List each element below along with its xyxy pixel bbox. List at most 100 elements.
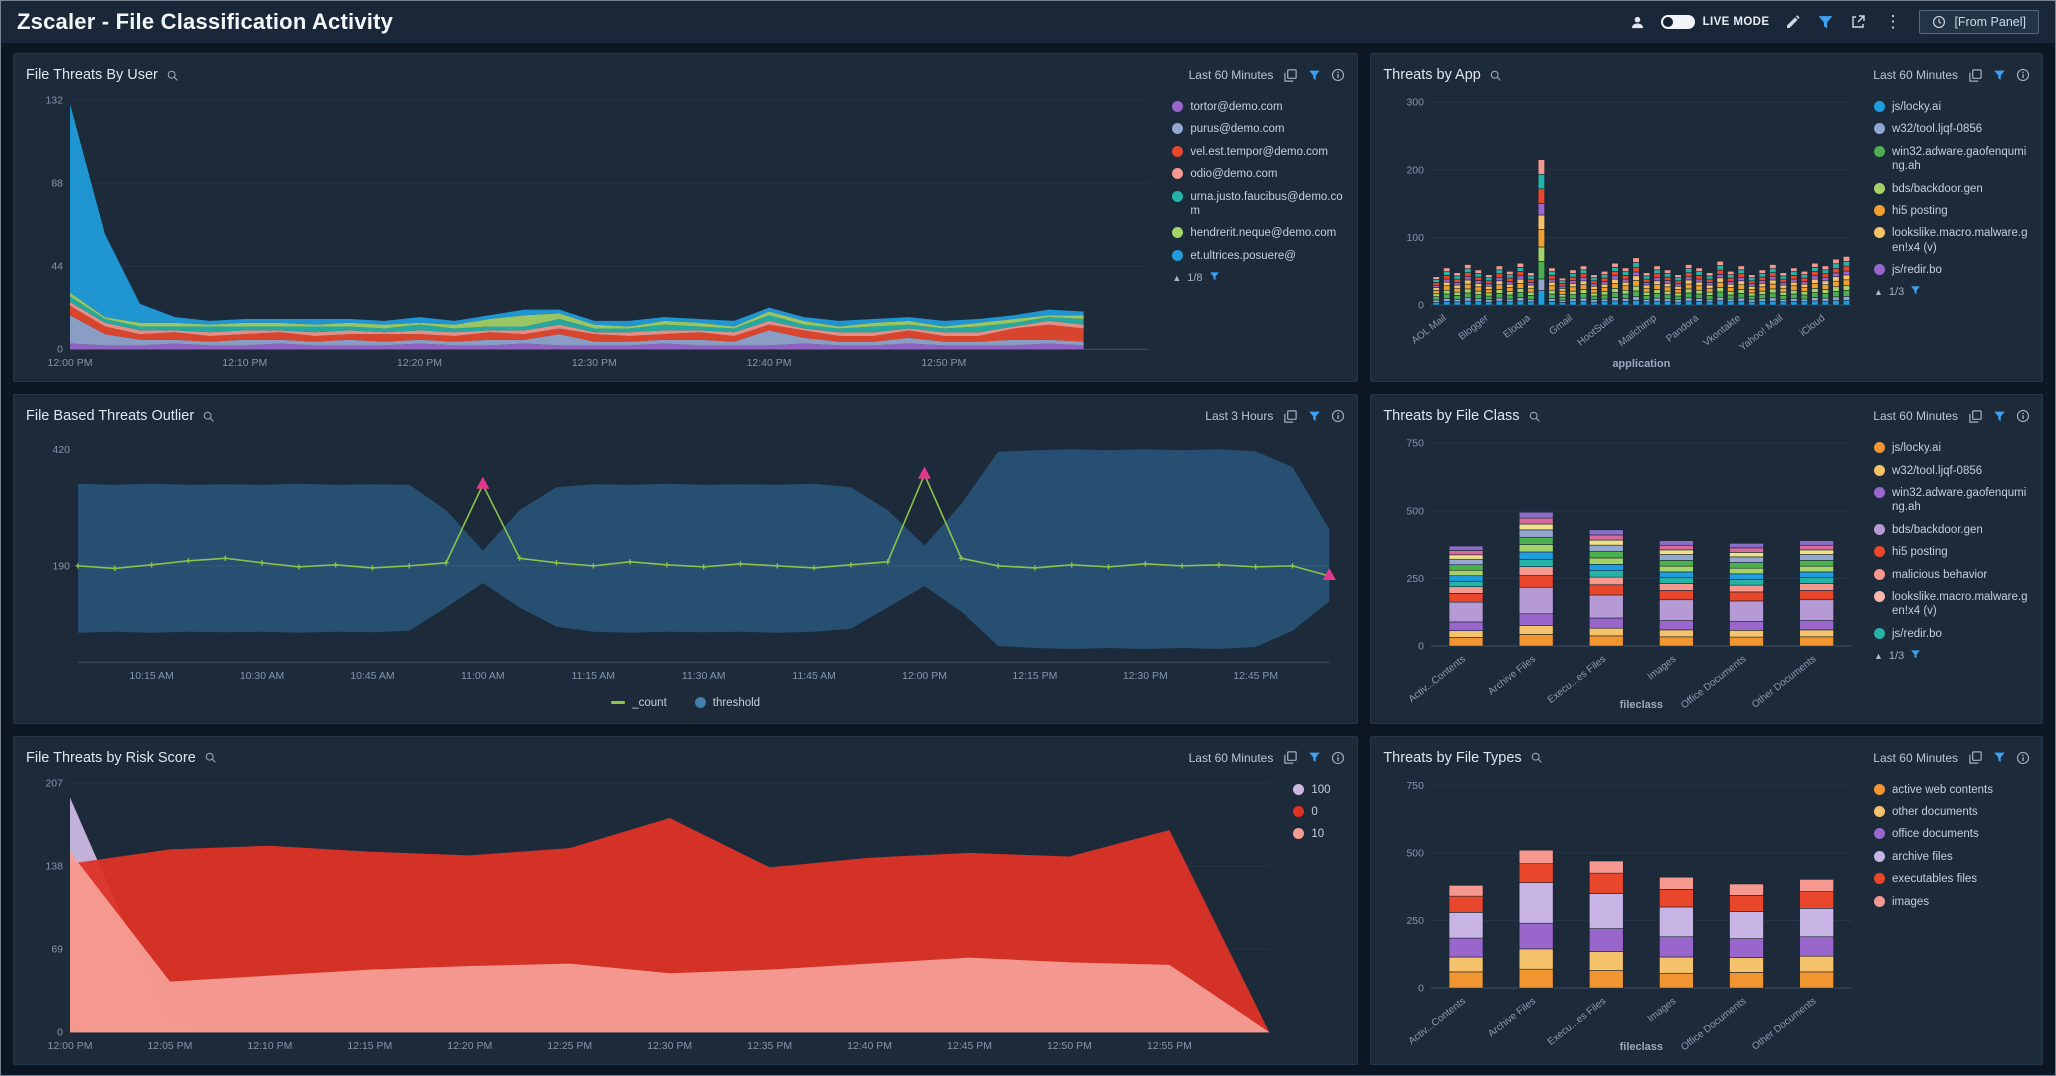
panel-info-icon[interactable] [1331, 68, 1345, 82]
legend-swatch [1874, 442, 1885, 454]
panel-filter-icon[interactable] [1308, 69, 1321, 82]
panel-time-range[interactable]: Last 60 Minutes [1188, 750, 1274, 765]
legend-item[interactable]: purus@demo.com [1172, 122, 1345, 136]
legend-item[interactable]: vel.est.tempor@demo.com [1172, 145, 1345, 159]
magnifier-icon[interactable] [1530, 751, 1543, 764]
threats-by-app-chart[interactable]: 0 100 200 300 AOL Mail Blogger Eloqua Gmail Hoot… [1383, 88, 1862, 375]
legend-item[interactable]: archive files [1874, 850, 2030, 864]
magnifier-icon[interactable] [202, 410, 215, 423]
legend-pagination[interactable]: ▲ 1/3 [1874, 649, 2030, 663]
legend-item[interactable]: lookslike.macro.malware.gen!x4 (v) [1874, 226, 2030, 255]
file-threats-by-user-chart[interactable]: 0 44 88 132 12:00 PM 12:10 PM 12:20 PM 12:30 PM… [26, 88, 1160, 375]
clock-icon [1932, 15, 1946, 29]
magnifier-icon[interactable] [204, 751, 217, 764]
legend-item[interactable]: hendrerit.neque@demo.com [1172, 226, 1345, 240]
page-up-icon[interactable]: ▲ [1172, 273, 1182, 283]
svg-text:HootSuite: HootSuite [1576, 313, 1618, 349]
legend-item[interactable]: images [1874, 895, 2030, 909]
legend-item[interactable]: bds/backdoor.gen [1874, 523, 2030, 537]
panel-title: Threats by File Types [1383, 749, 1522, 766]
legend-item[interactable]: malicious behavior [1874, 568, 2030, 582]
panel-filter-icon[interactable] [1993, 751, 2006, 764]
panel-info-icon[interactable] [1331, 409, 1345, 423]
panel-filter-icon[interactable] [1993, 410, 2006, 423]
panel-copy-icon[interactable] [1968, 68, 1983, 83]
legend-item[interactable]: 100 [1293, 783, 1345, 797]
legend-item[interactable]: hi5 posting [1874, 204, 2030, 218]
live-mode-toggle[interactable] [1660, 15, 1695, 29]
edit-pencil-icon[interactable] [1785, 14, 1801, 30]
legend-swatch [694, 697, 706, 709]
legend-item[interactable]: js/locky.ai [1874, 441, 2030, 455]
panel-body: 0 44 88 132 12:00 PM 12:10 PM 12:20 PM 12:30 PM… [26, 88, 1345, 375]
svg-text:application: application [1613, 358, 1671, 370]
legend-item[interactable]: 0 [1293, 805, 1345, 819]
panel-title: File Threats by Risk Score [26, 749, 196, 766]
panel-filter-icon[interactable] [1308, 410, 1321, 423]
page-up-icon[interactable]: ▲ [1874, 651, 1883, 662]
legend-item[interactable]: threshold [694, 696, 760, 710]
from-panel-time-selector[interactable]: [From Panel] [1919, 10, 2039, 34]
panel-copy-icon[interactable] [1283, 750, 1298, 765]
kebab-menu-icon[interactable]: ⋮ [1884, 12, 1902, 31]
svg-text:12:15 PM: 12:15 PM [347, 1040, 392, 1052]
panel-filter-icon[interactable] [1993, 69, 2006, 82]
legend-item[interactable]: tortor@demo.com [1172, 100, 1345, 114]
legend-item[interactable]: odio@demo.com [1172, 167, 1345, 181]
panel-filter-icon[interactable] [1308, 751, 1321, 764]
legend-item[interactable]: bds/backdoor.gen [1874, 182, 2030, 196]
legend-label: active web contents [1892, 783, 1994, 796]
panel-info-icon[interactable] [1331, 751, 1345, 765]
panel-copy-icon[interactable] [1968, 750, 1983, 765]
legend-item[interactable]: et.ultrices.posuere@ [1172, 249, 1345, 263]
magnifier-icon[interactable] [166, 69, 179, 82]
legend-pagination[interactable]: ▲ 1/3 [1874, 285, 2030, 299]
panel-time-range[interactable]: Last 60 Minutes [1873, 68, 1958, 82]
legend-filter-icon[interactable] [1209, 271, 1220, 285]
panel-info-icon[interactable] [2016, 751, 2030, 765]
threats-by-file-types-chart[interactable]: 0 250 500 750 Activ...Contents Archive Files E… [1383, 771, 1862, 1058]
legend-swatch [1172, 227, 1184, 239]
magnifier-icon[interactable] [1528, 410, 1541, 423]
legend-item[interactable]: _count [611, 696, 667, 710]
legend-item[interactable]: js/redir.bo [1874, 263, 2030, 277]
magnifier-icon[interactable] [1489, 69, 1502, 82]
panel-info-icon[interactable] [2016, 68, 2030, 82]
legend-label: lookslike.macro.malware.gen!x4 (v) [1892, 227, 2028, 254]
legend-pagination[interactable]: ▲ 1/8 [1172, 271, 1345, 285]
panel-time-range[interactable]: Last 60 Minutes [1873, 750, 1958, 765]
file-based-threats-outlier-chart[interactable]: 190 420 10:15 AM 10:30 AM 10:45 AM 11:00 AM 11… [26, 429, 1345, 692]
legend-item[interactable]: hi5 posting [1874, 545, 2030, 559]
legend-item[interactable]: 10 [1293, 827, 1345, 841]
panel-body: 190 420 10:15 AM 10:30 AM 10:45 AM 11:00 AM 11… [26, 429, 1345, 716]
legend-item[interactable]: w32/tool.ljqf-0856 [1874, 464, 2030, 478]
legend-item[interactable]: urna.justo.faucibus@demo.com [1172, 190, 1345, 219]
legend-item[interactable]: other documents [1874, 805, 2030, 819]
legend-swatch [1172, 101, 1184, 112]
legend-item[interactable]: office documents [1874, 827, 2030, 841]
panel-copy-icon[interactable] [1283, 409, 1298, 424]
legend-item[interactable]: executables files [1874, 872, 2030, 886]
legend-item[interactable]: win32.adware.gaofenquming.ah [1874, 145, 2030, 174]
panel-copy-icon[interactable] [1283, 68, 1298, 83]
user-icon[interactable] [1630, 15, 1645, 30]
legend-item[interactable]: w32/tool.ljqf-0856 [1874, 122, 2030, 136]
legend-item[interactable]: active web contents [1874, 783, 2030, 797]
legend-item[interactable]: lookslike.macro.malware.gen!x4 (v) [1874, 590, 2030, 619]
panel-info-icon[interactable] [2016, 409, 2030, 423]
filter-icon[interactable] [1817, 14, 1834, 31]
legend-filter-icon[interactable] [1910, 285, 1921, 299]
page-up-icon[interactable]: ▲ [1874, 287, 1883, 298]
file-threats-by-risk-score-chart[interactable]: 0 69 138 207 12:00 PM 12:05 PM 12:10 PM 12:15 P… [26, 771, 1281, 1058]
legend-item[interactable]: js/redir.bo [1874, 627, 2030, 641]
svg-text:Activ...Contents: Activ...Contents [1407, 654, 1468, 705]
share-icon[interactable] [1850, 14, 1866, 30]
panel-time-range[interactable]: Last 60 Minutes [1188, 68, 1274, 82]
panel-time-range[interactable]: Last 3 Hours [1205, 409, 1274, 424]
legend-item[interactable]: win32.adware.gaofenquming.ah [1874, 486, 2030, 515]
threats-by-file-class-chart[interactable]: 0 250 500 750 Activ...Contents Archive Files E… [1383, 429, 1862, 716]
legend-filter-icon[interactable] [1910, 649, 1921, 663]
panel-time-range[interactable]: Last 60 Minutes [1873, 409, 1958, 424]
panel-copy-icon[interactable] [1968, 409, 1983, 424]
legend-item[interactable]: js/locky.ai [1874, 100, 2030, 114]
